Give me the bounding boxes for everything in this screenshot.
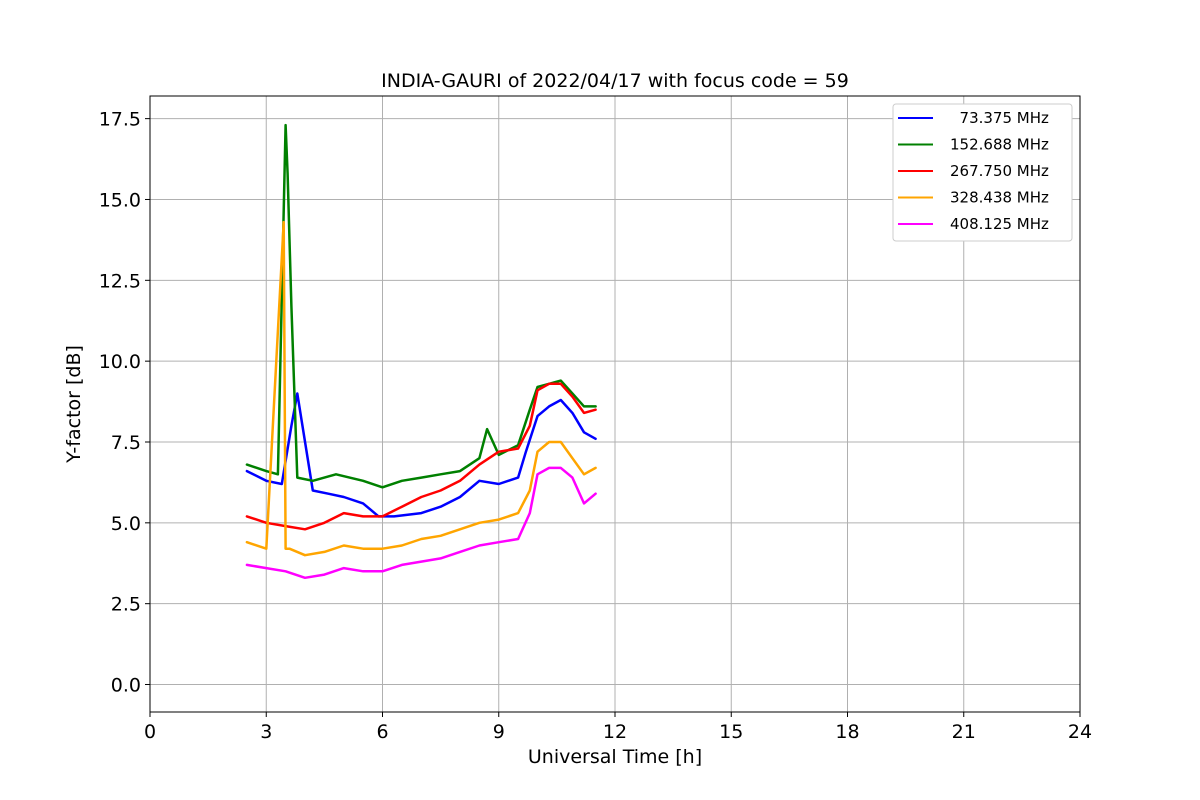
x-tick-label: 12 [603,721,627,743]
y-tick-label: 12.5 [99,270,141,292]
x-tick-label: 21 [952,721,976,743]
series-line-3 [245,220,597,557]
x-axis-label: Universal Time [h] [528,746,702,768]
x-tick-label: 15 [719,721,743,743]
x-tick-label: 0 [144,721,156,743]
series-layer [245,123,597,580]
series-line-2 [245,382,597,531]
x-tick-label: 3 [260,721,272,743]
series-line-0 [245,392,597,518]
legend-label-3: 328.438 MHz [950,189,1049,207]
ticks: 0 3 6 9 12 15 18 21 24 0.0 2.5 5.0 7.5 10.0 12.5 15.0 17… [99,109,1092,743]
legend-label-4: 408.125 MHz [950,215,1049,233]
y-tick-label: 5.0 [111,513,141,535]
y-axis-label: Y-factor [dB] [63,345,85,464]
chart-title: INDIA-GAURI of 2022/04/17 with focus cod… [381,70,849,92]
series-line-4 [245,466,597,580]
y-tick-label: 2.5 [111,594,141,616]
x-tick-label: 6 [376,721,388,743]
x-tick-label: 24 [1068,721,1092,743]
y-tick-label: 7.5 [111,432,141,454]
y-tick-label: 0.0 [111,675,141,697]
y-tick-label: 17.5 [99,109,141,131]
legend-label-2: 267.750 MHz [950,162,1049,180]
y-tick-label: 15.0 [99,189,141,211]
legend-label-0: 73.375 MHz [950,109,1049,127]
legend-box [892,103,1073,242]
legend-label-1: 152.688 MHz [950,136,1049,154]
y-tick-label: 10.0 [99,351,141,373]
x-tick-label: 9 [493,721,505,743]
x-tick-label: 18 [835,721,859,743]
legend: 73.375 MHz 152.688 MHz 267.750 MHz 328.438 … [892,103,1073,242]
